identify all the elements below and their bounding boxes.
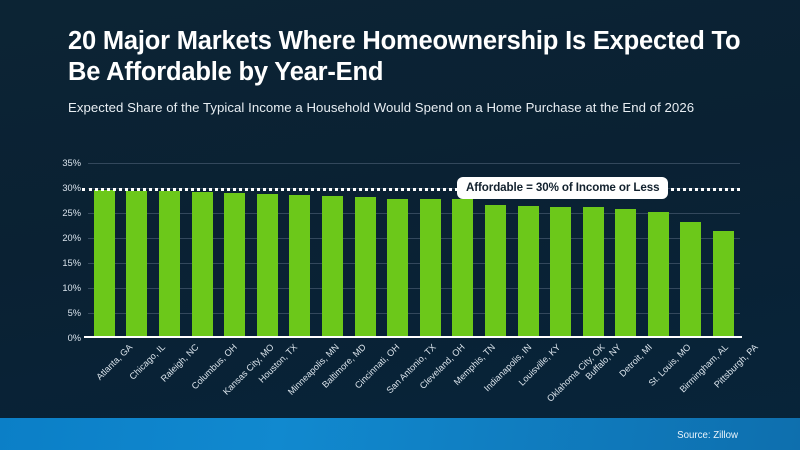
y-axis-tick-label: 30%	[62, 183, 81, 193]
bar[interactable]	[126, 190, 148, 338]
bar-slot	[316, 163, 349, 338]
bar[interactable]	[419, 198, 441, 338]
bar-slot	[707, 163, 740, 338]
x-label-slot: Memphis, TN	[447, 340, 497, 410]
x-label-slot: Raleigh, NC	[153, 340, 201, 410]
y-axis-tick-label: 35%	[62, 158, 81, 168]
chart-plot-area: 35% 30% 25% 20% 15% 10% 5% 0% Affordable = 30% …	[62, 158, 742, 343]
bar[interactable]	[191, 191, 213, 338]
bar-slot	[186, 163, 219, 338]
bar-slot	[675, 163, 708, 338]
bar-slot	[88, 163, 121, 338]
bar[interactable]	[321, 195, 343, 338]
gridline	[88, 238, 740, 239]
bar-slot	[153, 163, 186, 338]
y-axis-tick-label: 20%	[62, 233, 81, 243]
bar[interactable]	[289, 194, 311, 338]
header: 20 Major Markets Where Homeownership Is …	[68, 26, 768, 117]
bar[interactable]	[517, 205, 539, 338]
x-label-slot: Minneapolis, MN	[284, 340, 341, 410]
gridline	[88, 213, 740, 214]
bar[interactable]	[582, 207, 604, 338]
x-axis-labels: Atlanta, GA Chicago, IL Raleigh, NC Columbu…	[88, 340, 760, 410]
bar-slot	[479, 163, 512, 338]
x-label-slot: Houston, TX	[251, 340, 300, 410]
x-label-slot: St. Louis, MO	[642, 340, 693, 410]
bar-slot	[381, 163, 414, 338]
y-axis-tick-label: 5%	[67, 308, 81, 318]
x-label-slot: Kansas City, MO	[218, 340, 276, 410]
y-axis-tick-label: 15%	[62, 258, 81, 268]
x-label-slot: Cleveland, OH	[414, 340, 467, 410]
bar[interactable]	[93, 190, 115, 338]
gridline	[88, 163, 740, 164]
x-label-slot: San Antonio, TX	[381, 340, 437, 410]
x-label-slot: Buffalo, NY	[577, 340, 623, 410]
bar[interactable]	[452, 199, 474, 338]
bar-slot	[512, 163, 545, 338]
bar-slot	[577, 163, 610, 338]
x-label-slot: Oklahoma City, OK	[544, 340, 607, 410]
source-credit: Source: Zillow	[677, 430, 738, 441]
bar-slot	[251, 163, 284, 338]
bar[interactable]	[354, 197, 376, 338]
x-label-slot: Detroit, MI	[610, 340, 654, 410]
x-label-slot: Atlanta, GA	[88, 340, 135, 410]
bar-slot	[642, 163, 675, 338]
footer-band	[0, 418, 800, 450]
x-label-slot: Birmingham, AL	[675, 340, 730, 410]
y-axis-tick-label: 25%	[62, 208, 81, 218]
bar-slot	[349, 163, 382, 338]
x-label-slot: Chicago, IL	[121, 340, 167, 410]
bar[interactable]	[550, 206, 572, 338]
bar[interactable]	[158, 191, 180, 338]
threshold-line	[82, 188, 740, 191]
x-label-slot: Baltimore, MD	[316, 340, 369, 410]
bar[interactable]	[387, 199, 409, 338]
bar[interactable]	[484, 204, 506, 338]
bar[interactable]	[680, 221, 702, 338]
x-label-slot: Louisville, KY	[512, 340, 563, 410]
bar-slot	[447, 163, 480, 338]
x-axis-line	[84, 336, 742, 338]
page-subtitle: Expected Share of the Typical Income a H…	[68, 100, 695, 116]
page-title: 20 Major Markets Where Homeownership Is …	[68, 27, 741, 87]
bar[interactable]	[647, 211, 669, 338]
y-axis-tick-label: 0%	[67, 333, 81, 343]
x-label-slot: Pittsburgh, PA	[707, 340, 760, 410]
x-axis-tick-label: Pittsburgh, PA	[711, 342, 760, 390]
bar[interactable]	[615, 209, 637, 338]
bar[interactable]	[224, 193, 246, 338]
y-axis-tick-label: 10%	[62, 283, 81, 293]
x-label-slot: Indianapolis, IN	[479, 340, 533, 410]
gridline	[88, 313, 740, 314]
bar-slot	[284, 163, 317, 338]
bar-slot	[610, 163, 643, 338]
bar-slot	[218, 163, 251, 338]
bar-slot	[414, 163, 447, 338]
threshold-callout: Affordable = 30% of Income or Less	[457, 177, 669, 199]
x-label-slot: Columbus, OH	[186, 340, 239, 410]
bar-series	[88, 163, 740, 338]
bar-slot	[121, 163, 154, 338]
bar[interactable]	[713, 230, 735, 338]
gridline	[88, 288, 740, 289]
gridline	[88, 263, 740, 264]
bar[interactable]	[256, 194, 278, 338]
bar-slot	[544, 163, 577, 338]
x-label-slot: Cincinnati, OH	[349, 340, 402, 410]
